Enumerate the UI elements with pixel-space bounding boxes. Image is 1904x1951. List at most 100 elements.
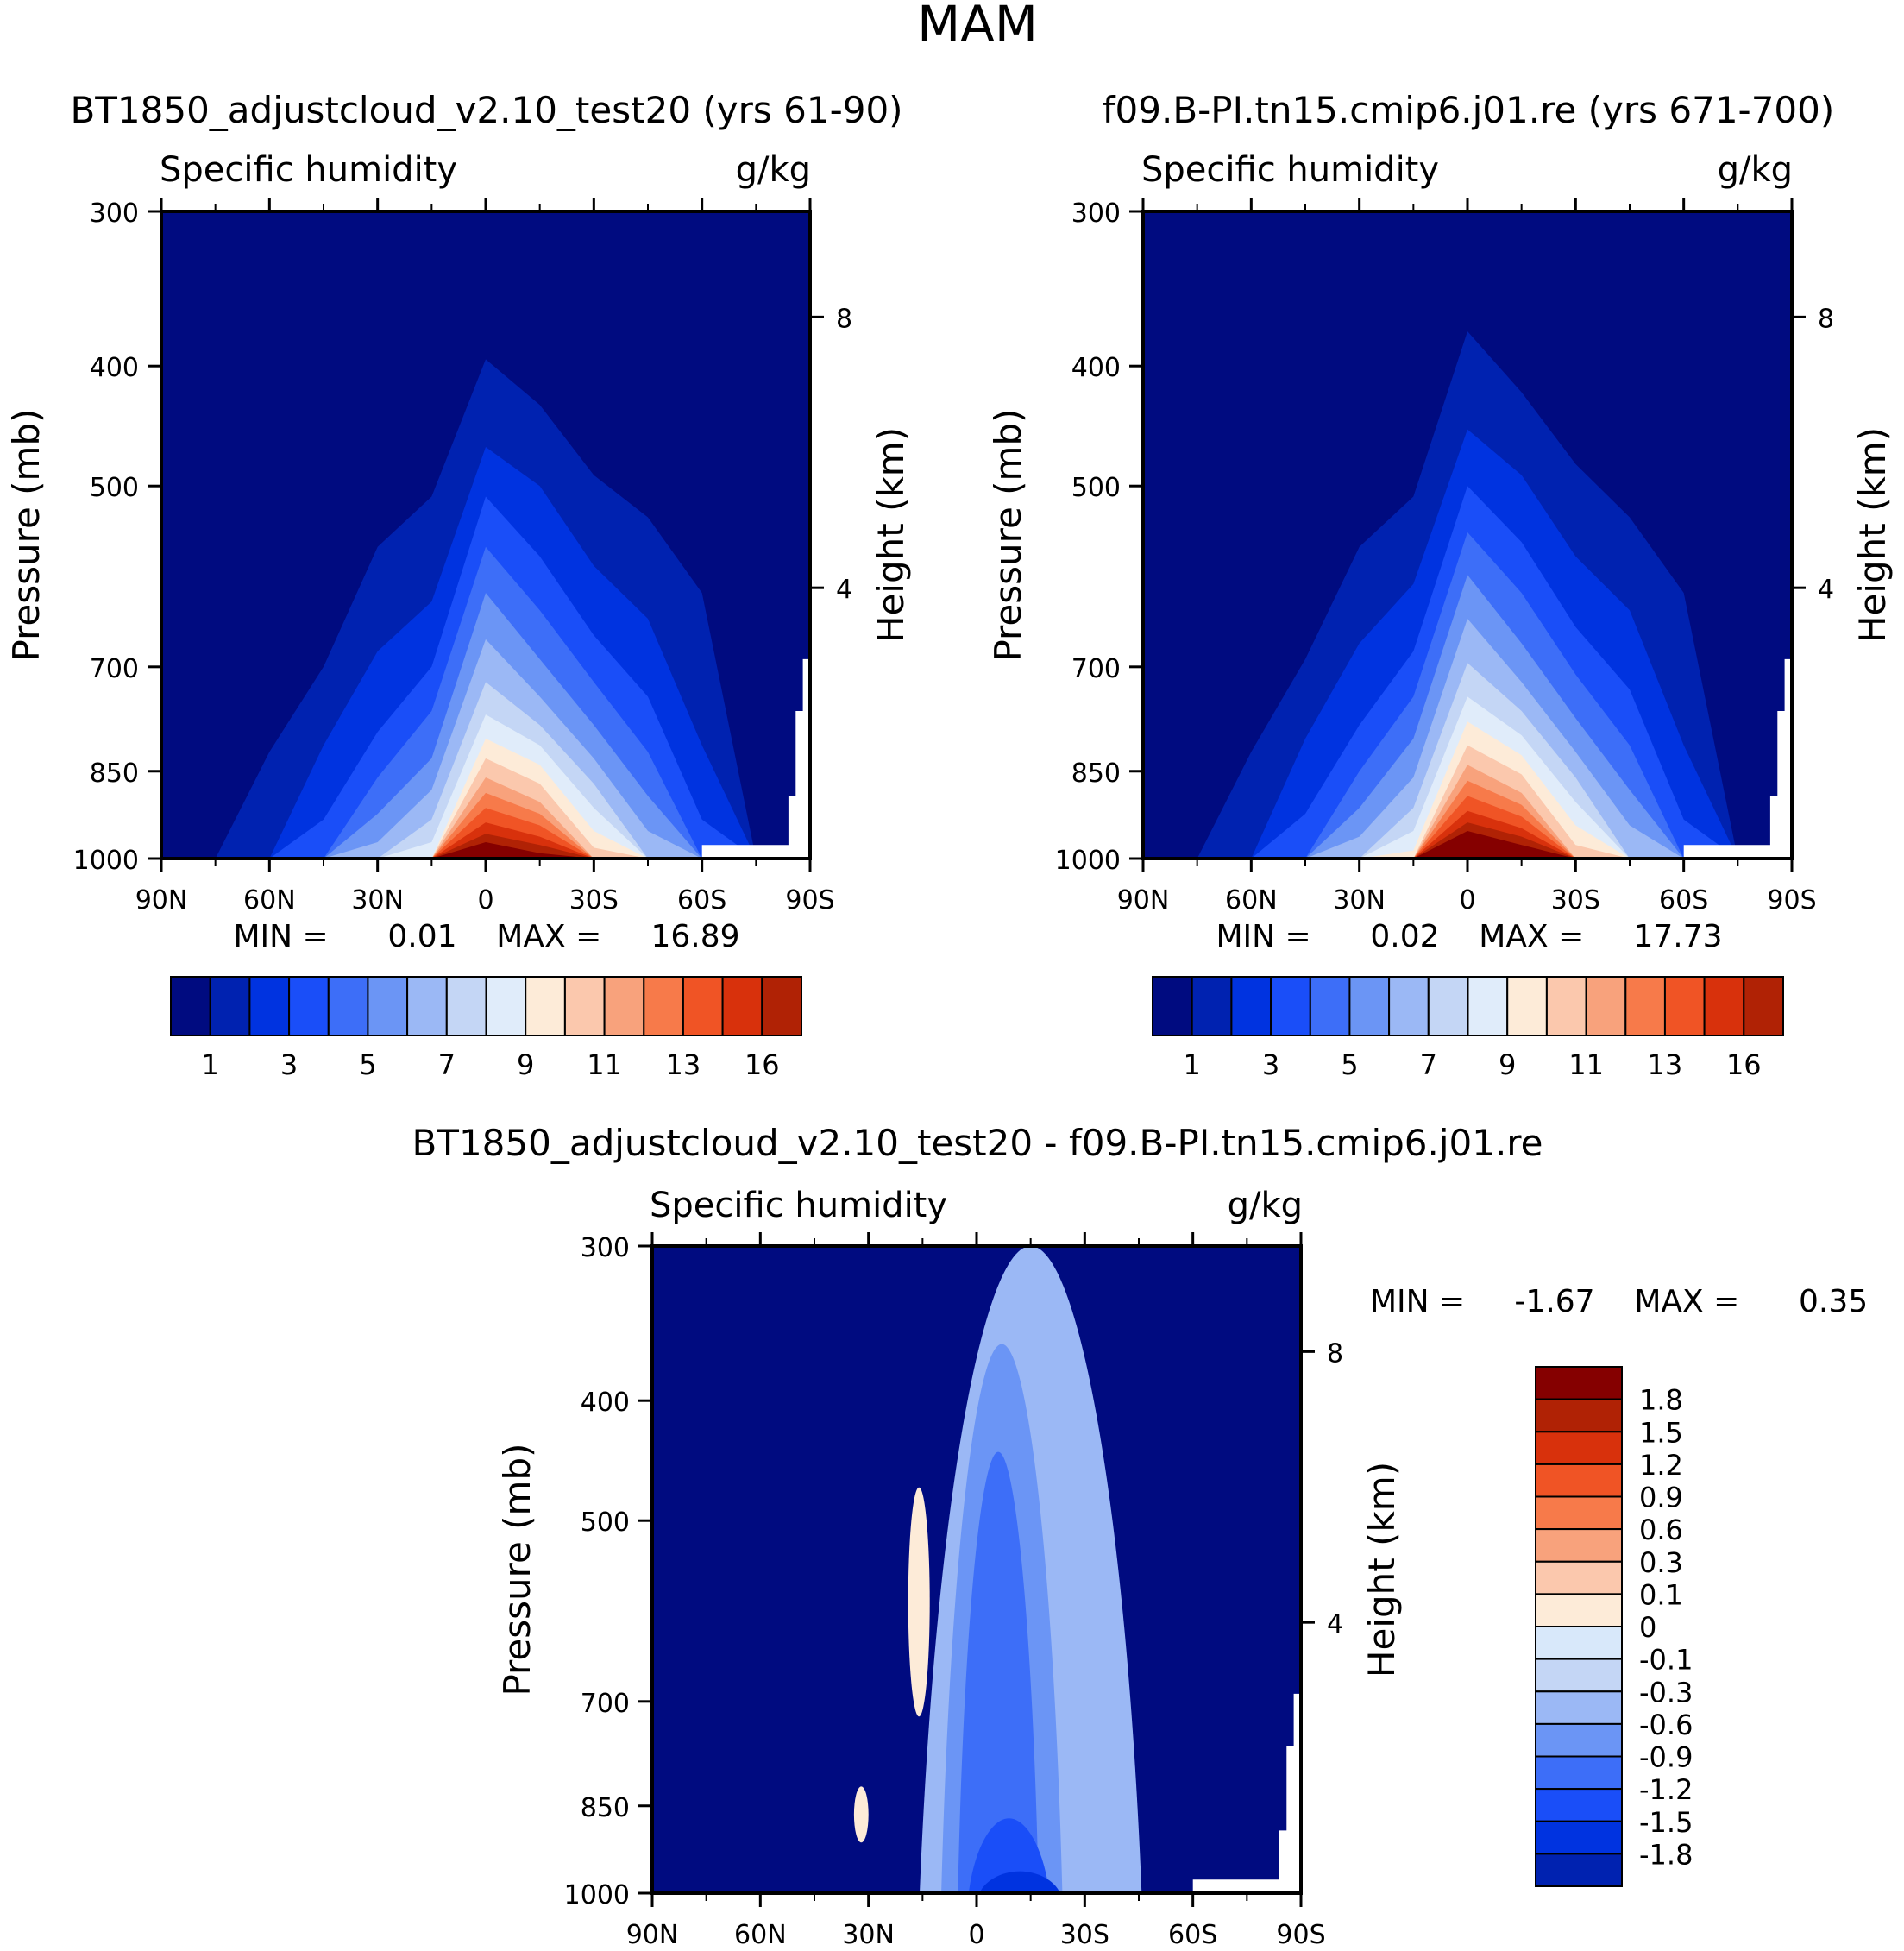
colorbar-tick-label: 0.6 <box>1639 1514 1683 1546</box>
colorbar-tick-label: -0.3 <box>1639 1676 1693 1709</box>
colorbar-swatch <box>1427 976 1469 1036</box>
y-tick-label: 400 <box>1071 353 1121 383</box>
x-tick-label: 60S <box>677 885 726 916</box>
colorbar-tick-label: 1.2 <box>1639 1449 1683 1482</box>
colorbar-tick-label: 11 <box>1568 1048 1604 1081</box>
colorbar-tick-label: 13 <box>1648 1048 1683 1081</box>
x-tick-label: 60N <box>734 1920 787 1950</box>
x-tick-label: 0 <box>477 885 493 916</box>
panel-left-plot: 300 400 500 700 850 1000 90N 60N 30N 0 30S 60S 90S 8 4… <box>5 198 912 916</box>
colorbar-swatch <box>209 976 251 1036</box>
colorbar-swatch <box>1624 976 1667 1036</box>
colorbar-swatch <box>327 976 369 1036</box>
colorbar-tick-label: 7 <box>438 1048 456 1081</box>
colorbar-swatch <box>248 976 291 1036</box>
colorbar-tick-label: 1.5 <box>1639 1416 1683 1449</box>
contour-level-16 <box>1143 831 1792 859</box>
colorbar-swatch <box>1535 1560 1623 1595</box>
colorbar-swatch <box>1535 1626 1623 1660</box>
colorbar-swatch <box>1585 976 1627 1036</box>
y-tick-label: 700 <box>90 654 139 684</box>
contour-negative-region-2 <box>958 1451 1039 1893</box>
x-tick-label: 30S <box>569 885 619 916</box>
panel-diff-units-label: g/kg <box>1228 1186 1303 1225</box>
y-tick-label: 500 <box>581 1507 630 1538</box>
contour-level-16 <box>161 842 810 859</box>
colorbar-tick-label: -1.2 <box>1639 1773 1693 1806</box>
y-tick-label: 850 <box>1071 758 1121 789</box>
x-tick-label: 90S <box>1276 1920 1325 1950</box>
colorbar-swatch <box>1535 1463 1623 1498</box>
panel-diff-title: BT1850_adjustcloud_v2.10_test20 - f09.B-… <box>412 1122 1543 1164</box>
y-tick-label: 850 <box>90 758 139 789</box>
height-tick-label: 8 <box>1818 304 1834 334</box>
colorbar-swatch <box>525 976 566 1036</box>
colorbar-swatch <box>1535 1853 1623 1887</box>
y-tick-label: 400 <box>90 353 139 383</box>
panel-right: f09.B-PI.tn15.cmip6.j01.re (yrs 671-700)… <box>987 89 1894 1081</box>
missing-data-region <box>701 658 810 859</box>
y-tick-label: 300 <box>90 198 139 229</box>
panel-right-title: f09.B-PI.tn15.cmip6.j01.re (yrs 671-700) <box>1103 89 1835 131</box>
y-tick-label: 850 <box>581 1793 630 1823</box>
colorbar-swatch <box>1535 1495 1623 1531</box>
x-tick-label: 90N <box>626 1920 679 1950</box>
contour-positive-region-0 <box>908 1487 930 1717</box>
panel-left-colorbar: 1 3 5 7 9 11 13 16 <box>170 976 802 1081</box>
y-axis-label: Pressure (mb) <box>496 1443 538 1696</box>
figure-title: MAM <box>917 0 1038 53</box>
colorbar-swatch <box>1309 976 1351 1036</box>
colorbar-tick-label: -1.8 <box>1639 1838 1693 1871</box>
colorbar-swatch <box>643 976 684 1036</box>
colorbar-swatch <box>445 976 487 1036</box>
colorbar-swatch <box>1535 1366 1623 1400</box>
y-axis-label: Pressure (mb) <box>5 408 47 661</box>
x-tick-label: 30N <box>351 885 404 916</box>
colorbar-tick-label: -0.1 <box>1639 1644 1693 1677</box>
x-tick-label: 60N <box>1225 885 1278 916</box>
y-axis-label-right: Height (km) <box>1360 1462 1403 1677</box>
colorbar-swatch <box>1388 976 1430 1036</box>
colorbar-tick-label: 16 <box>1726 1048 1762 1081</box>
colorbar-swatch <box>1703 976 1745 1036</box>
colorbar-tick-label: 1.8 <box>1639 1384 1683 1417</box>
y-tick-label: 1000 <box>1055 846 1121 876</box>
height-tick-label: 8 <box>836 304 852 334</box>
colorbar-tick-label: 13 <box>666 1048 701 1081</box>
colorbar-swatch <box>1506 976 1548 1036</box>
colorbar-swatch <box>603 976 645 1036</box>
colorbar-swatch <box>1743 976 1785 1036</box>
colorbar-tick-label: 9 <box>517 1048 534 1081</box>
colorbar-tick-label: -0.9 <box>1639 1741 1693 1774</box>
colorbar-swatch <box>1152 976 1193 1036</box>
y-axis-label-right: Height (km) <box>1851 427 1894 643</box>
colorbar-swatch <box>1535 1722 1623 1758</box>
colorbar-swatch <box>1535 1690 1623 1725</box>
panel-left-min-max: MIN = 0.01 MAX = 16.89 <box>233 919 739 954</box>
x-tick-label: 30S <box>1551 885 1600 916</box>
missing-data-region <box>1683 658 1792 859</box>
y-tick-label: 300 <box>581 1233 630 1263</box>
panel-diff-colorbar: 1.81.51.20.90.60.30.10-0.1-0.3-0.6-0.9-1… <box>1535 1366 1693 1887</box>
panel-right-min-max: MIN = 0.02 MAX = 17.73 <box>1216 919 1722 954</box>
colorbar-tick-label: -1.5 <box>1639 1806 1693 1839</box>
height-tick-label: 4 <box>1818 575 1834 605</box>
height-tick-label: 4 <box>1327 1609 1343 1639</box>
colorbar-swatch <box>485 976 527 1036</box>
x-tick-label: 30S <box>1060 1920 1109 1950</box>
y-axis-label: Pressure (mb) <box>987 408 1029 661</box>
colorbar-tick-label: 5 <box>1341 1048 1358 1081</box>
panel-right-colorbar: 1 3 5 7 9 11 13 16 <box>1152 976 1785 1081</box>
colorbar-tick-label: 5 <box>359 1048 376 1081</box>
y-tick-label: 1000 <box>73 846 139 876</box>
panel-diff: BT1850_adjustcloud_v2.10_test20 - f09.B-… <box>412 1122 1868 1950</box>
panel-left-units-label: g/kg <box>736 150 811 190</box>
colorbar-tick-label: 0.1 <box>1639 1578 1683 1611</box>
y-tick-label: 400 <box>581 1388 630 1418</box>
colorbar-swatch <box>563 976 606 1036</box>
x-tick-label: 0 <box>968 1920 984 1950</box>
x-tick-label: 30N <box>842 1920 895 1950</box>
panel-right-units-label: g/kg <box>1718 150 1793 190</box>
panel-left-title: BT1850_adjustcloud_v2.10_test20 (yrs 61-… <box>70 89 902 131</box>
colorbar-tick-label: 1 <box>202 1048 219 1081</box>
